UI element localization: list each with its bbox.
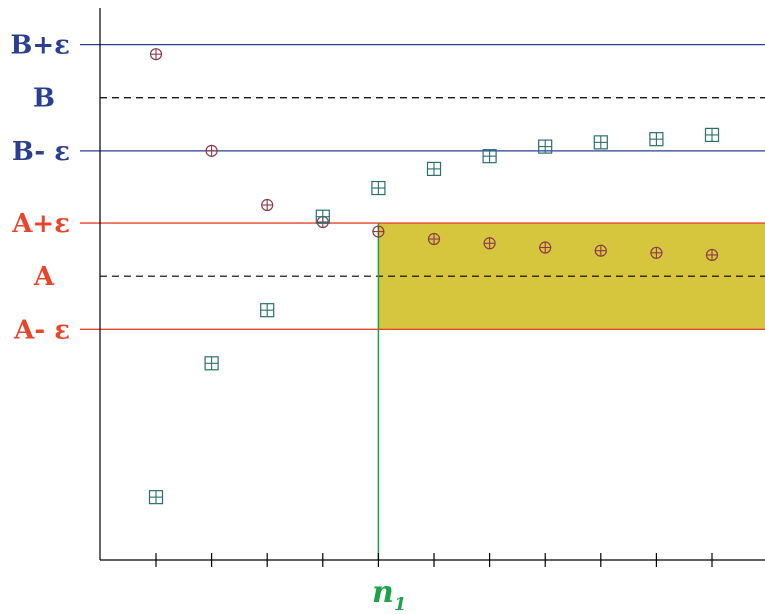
square-plus-point (704, 127, 720, 143)
square-plus-point (593, 135, 608, 150)
label-n-subscript: 1 (394, 594, 407, 614)
square-plus-point (371, 180, 386, 196)
label-b-minus-epsilon: B- ε (12, 137, 70, 167)
label-n1: n1 (372, 575, 406, 614)
square-plus-point (148, 490, 164, 505)
label-a: A (33, 262, 55, 292)
square-plus-point (649, 132, 664, 147)
label-a-minus-epsilon: A- ε (13, 315, 70, 345)
square-plus-point (482, 149, 497, 164)
circle-plus-point (705, 248, 719, 262)
square-plus-point (315, 209, 330, 224)
square-plus-point (426, 161, 442, 177)
circle-plus-point (149, 48, 163, 61)
circle-plus-point (483, 237, 496, 250)
square-plus-point (538, 139, 553, 154)
label-b-plus-epsilon: B+ε (10, 31, 70, 61)
label-n: n (372, 575, 394, 610)
square-plus-point (204, 356, 219, 371)
circle-plus-point (427, 232, 441, 246)
square-plus-point (260, 303, 275, 318)
circle-plus-point (539, 241, 552, 254)
circle-plus-point (261, 198, 274, 212)
circle-plus-point (372, 225, 385, 238)
circle-plus-point (650, 246, 663, 259)
label-a-plus-epsilon: A+ε (11, 209, 70, 239)
circle-plus-point (205, 144, 218, 157)
label-b: B (33, 84, 55, 114)
circle-plus-point (594, 244, 607, 257)
